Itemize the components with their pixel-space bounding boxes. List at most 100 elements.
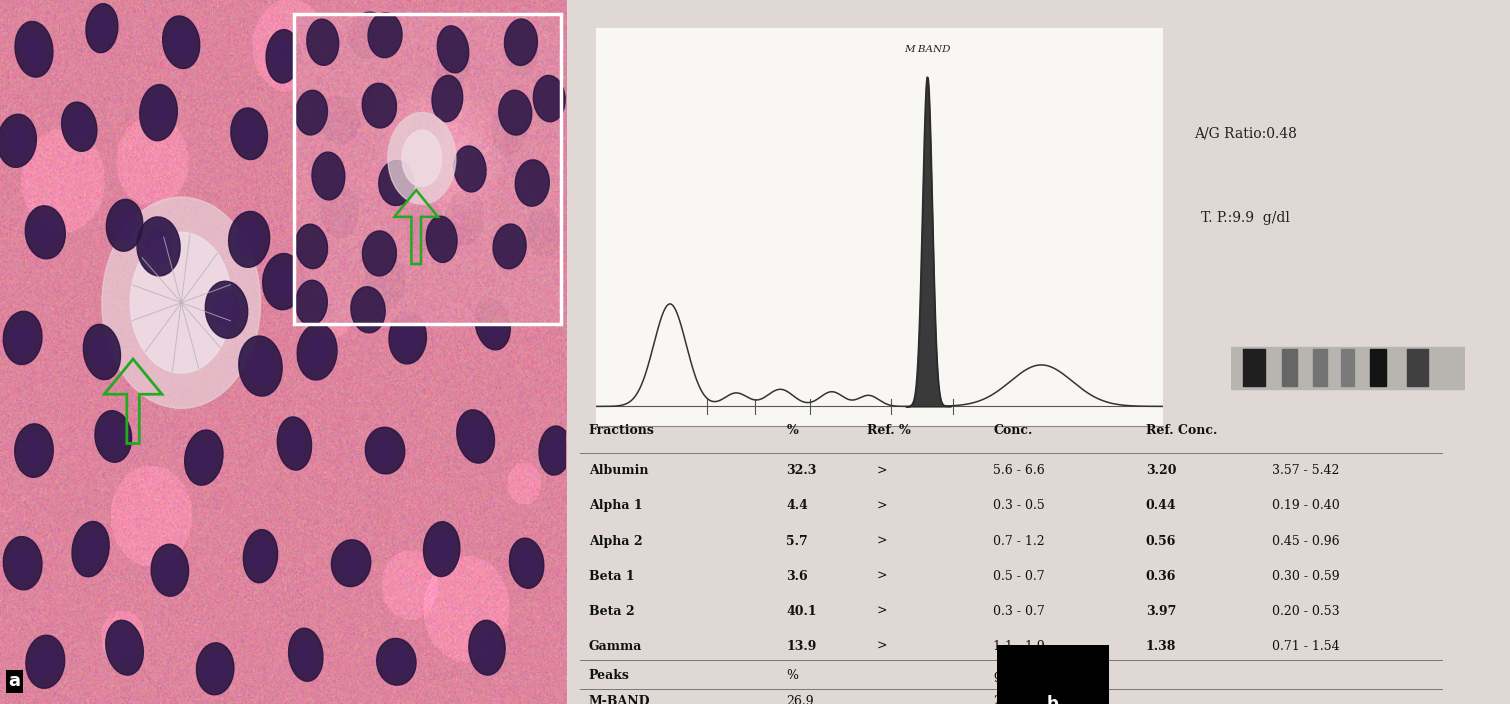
- Ellipse shape: [113, 210, 136, 241]
- Ellipse shape: [130, 232, 233, 373]
- Text: Gamma: Gamma: [589, 640, 642, 653]
- Ellipse shape: [365, 254, 405, 309]
- Ellipse shape: [23, 32, 45, 66]
- Ellipse shape: [148, 96, 169, 130]
- Ellipse shape: [68, 112, 91, 142]
- Ellipse shape: [214, 293, 239, 327]
- Ellipse shape: [423, 522, 461, 577]
- Ellipse shape: [3, 536, 42, 590]
- Ellipse shape: [237, 222, 261, 256]
- Ellipse shape: [482, 308, 503, 339]
- Ellipse shape: [365, 427, 405, 474]
- Text: M-BAND: M-BAND: [589, 696, 651, 704]
- Ellipse shape: [305, 335, 329, 369]
- Text: Beta 1: Beta 1: [589, 570, 634, 583]
- Ellipse shape: [322, 184, 358, 238]
- Ellipse shape: [406, 199, 442, 251]
- Ellipse shape: [296, 224, 328, 269]
- Ellipse shape: [331, 540, 371, 586]
- Ellipse shape: [284, 427, 305, 460]
- Ellipse shape: [445, 191, 483, 246]
- Ellipse shape: [376, 639, 417, 685]
- Bar: [1312, 349, 1327, 386]
- Text: 0.19 - 0.40: 0.19 - 0.40: [1271, 500, 1339, 513]
- Text: 3.6: 3.6: [787, 570, 808, 583]
- Ellipse shape: [402, 130, 441, 187]
- Text: 3.57 - 5.42: 3.57 - 5.42: [1271, 465, 1339, 477]
- Text: >: >: [876, 605, 886, 617]
- Ellipse shape: [414, 210, 436, 241]
- Ellipse shape: [515, 160, 550, 206]
- Ellipse shape: [539, 426, 571, 475]
- Ellipse shape: [373, 265, 397, 298]
- Text: 0.3 - 0.5: 0.3 - 0.5: [994, 500, 1045, 513]
- Ellipse shape: [103, 421, 124, 452]
- Text: 0.45 - 0.96: 0.45 - 0.96: [1271, 534, 1339, 548]
- Ellipse shape: [86, 4, 118, 53]
- Text: 0.5 - 0.7: 0.5 - 0.7: [994, 570, 1045, 583]
- Ellipse shape: [349, 12, 388, 58]
- Ellipse shape: [527, 208, 560, 257]
- Ellipse shape: [171, 27, 192, 58]
- Ellipse shape: [313, 152, 344, 200]
- Ellipse shape: [91, 335, 113, 369]
- Ellipse shape: [510, 34, 532, 65]
- Text: 4.4: 4.4: [787, 500, 808, 513]
- Text: 3.20: 3.20: [1146, 465, 1176, 477]
- Text: >: >: [876, 500, 886, 513]
- Text: 0.3 - 0.7: 0.3 - 0.7: [994, 605, 1045, 617]
- Text: 5.6 - 6.6: 5.6 - 6.6: [994, 465, 1045, 477]
- Ellipse shape: [278, 417, 311, 470]
- Ellipse shape: [362, 83, 397, 128]
- Ellipse shape: [3, 311, 42, 365]
- Text: Ref. %: Ref. %: [867, 424, 911, 436]
- Text: 2.66: 2.66: [994, 696, 1021, 704]
- Ellipse shape: [296, 90, 328, 135]
- Text: Beta 2: Beta 2: [589, 605, 634, 617]
- Ellipse shape: [145, 229, 172, 264]
- Ellipse shape: [296, 280, 328, 325]
- Ellipse shape: [6, 125, 29, 157]
- Ellipse shape: [390, 312, 426, 364]
- Text: Albumin: Albumin: [589, 465, 648, 477]
- Ellipse shape: [270, 265, 296, 298]
- Ellipse shape: [15, 424, 53, 477]
- Ellipse shape: [385, 648, 408, 676]
- Text: Ref. Conc.: Ref. Conc.: [1146, 424, 1217, 436]
- Ellipse shape: [504, 19, 538, 65]
- Ellipse shape: [103, 197, 261, 408]
- Ellipse shape: [516, 548, 538, 578]
- Ellipse shape: [373, 436, 397, 465]
- Ellipse shape: [151, 544, 189, 596]
- Ellipse shape: [251, 540, 270, 572]
- Ellipse shape: [453, 201, 476, 235]
- Ellipse shape: [494, 224, 525, 269]
- Ellipse shape: [430, 533, 453, 565]
- Bar: [1243, 349, 1265, 386]
- Ellipse shape: [379, 161, 414, 206]
- Ellipse shape: [0, 114, 36, 168]
- Ellipse shape: [414, 125, 435, 157]
- Text: 0.36: 0.36: [1146, 570, 1176, 583]
- Text: 0.44: 0.44: [1146, 500, 1176, 513]
- Ellipse shape: [33, 646, 57, 678]
- Ellipse shape: [397, 322, 418, 353]
- Text: Alpha 1: Alpha 1: [589, 500, 642, 513]
- Text: Alpha 2: Alpha 2: [589, 534, 642, 548]
- Ellipse shape: [196, 643, 234, 695]
- Ellipse shape: [468, 620, 506, 675]
- Text: Fractions: Fractions: [589, 424, 655, 436]
- Text: 0.20 - 0.53: 0.20 - 0.53: [1271, 605, 1339, 617]
- Ellipse shape: [33, 216, 57, 249]
- Ellipse shape: [80, 532, 101, 566]
- Ellipse shape: [83, 325, 121, 379]
- Bar: [1341, 349, 1354, 386]
- Ellipse shape: [239, 118, 260, 149]
- Text: M BAND: M BAND: [904, 45, 951, 54]
- Ellipse shape: [329, 195, 350, 227]
- Ellipse shape: [432, 75, 462, 122]
- Text: Conc.: Conc.: [994, 424, 1033, 436]
- Text: >: >: [876, 570, 886, 583]
- Text: 32.3: 32.3: [787, 465, 817, 477]
- Text: 26.9: 26.9: [787, 696, 814, 704]
